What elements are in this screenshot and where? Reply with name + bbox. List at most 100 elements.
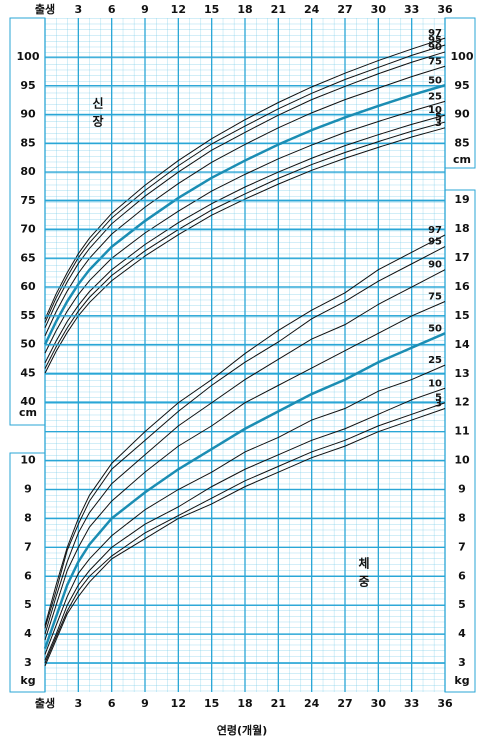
y-unit: kg: [20, 674, 35, 687]
series-label: 97: [428, 225, 442, 236]
y2-tick-label: 18: [454, 222, 469, 235]
y-tick-label: 65: [20, 251, 35, 264]
series-label: 75: [428, 291, 442, 302]
percentile-line: [44, 44, 446, 323]
x-tick-label: 21: [271, 3, 286, 16]
x-tick-label: 15: [204, 3, 219, 16]
series-label: 25: [428, 355, 442, 366]
y-tick-label: 50: [20, 338, 36, 351]
percentile-line: [44, 402, 446, 664]
percentile-line: [44, 100, 446, 354]
y2-tick-label: 12: [454, 396, 469, 409]
percentile-line: [44, 234, 446, 626]
y2-tick-label: 3: [458, 656, 466, 669]
series-label: 95: [428, 237, 442, 248]
x-tick-label: 15: [204, 697, 219, 710]
y2-tick-label: 9: [458, 483, 466, 496]
y-tick-label: 4: [24, 627, 32, 640]
series-label: 95: [428, 35, 442, 46]
y-tick-label: 40: [20, 395, 36, 408]
y2-tick-label: 10: [454, 454, 470, 467]
y-tick-label: 3: [24, 656, 32, 669]
x-tick-label: 33: [404, 697, 419, 710]
percentile-line: [44, 387, 446, 661]
percentile-line: [44, 37, 446, 320]
series-label: 75: [428, 56, 442, 67]
x-tick-label: 21: [271, 697, 286, 710]
y-tick-label: 75: [20, 194, 35, 207]
y-tick-label: 55: [20, 309, 35, 322]
x-tick-label: 18: [237, 697, 252, 710]
y-unit: cm: [19, 406, 37, 419]
series-label: 25: [428, 91, 442, 102]
chart-title: 신장: [91, 96, 105, 133]
y-tick-label: 60: [20, 280, 36, 293]
y2-tick-label: 19: [454, 193, 469, 206]
percentile-line: [44, 301, 446, 641]
y2-tick-label: 6: [458, 569, 466, 582]
y2-tick-label: 11: [454, 425, 469, 438]
y-tick-label: 90: [20, 108, 36, 121]
percentile-line: [44, 65, 446, 337]
y2-tick-label: 95: [454, 79, 469, 92]
y-tick-label: 10: [20, 454, 36, 467]
y-tick-label: 9: [24, 483, 32, 496]
height-left-panel: [9, 17, 46, 426]
y2-unit: cm: [453, 153, 471, 166]
y-tick-label: 45: [20, 366, 35, 379]
x-tick-label: 27: [337, 697, 352, 710]
series-label: 97: [428, 28, 442, 39]
x-tick-label: 출생: [35, 696, 55, 710]
y2-tick-label: 7: [458, 540, 466, 553]
x-tick-label: 6: [108, 697, 116, 710]
y2-tick-label: 100: [451, 50, 474, 63]
y2-tick-label: 17: [454, 251, 469, 264]
series-label: 5: [435, 393, 442, 404]
x-tick-label: 출생: [35, 2, 55, 16]
percentile-line: [44, 51, 446, 329]
x-tick-label: 12: [171, 3, 186, 16]
x-tick-label: 36: [437, 3, 453, 16]
x-tick-label: 30: [371, 3, 387, 16]
percentile-line: [44, 127, 446, 374]
x-axis-label: 연령(개월): [217, 723, 268, 737]
series-label: 90: [428, 42, 442, 53]
percentile-line: [44, 121, 446, 369]
y2-tick-label: 85: [454, 136, 469, 149]
series-label: 50: [428, 323, 442, 334]
percentile-line: [44, 114, 446, 364]
percentile-line: [44, 269, 446, 635]
percentile-line: [44, 408, 446, 667]
series-label: 3: [435, 399, 442, 410]
x-tick-label: 3: [75, 697, 83, 710]
y-tick-label: 80: [20, 165, 36, 178]
percentile-line: [44, 364, 446, 655]
x-tick-label: 9: [141, 3, 149, 16]
x-tick-label: 27: [337, 3, 352, 16]
y-tick-label: 100: [17, 50, 40, 63]
weight-right-panel: [444, 189, 476, 693]
series-label: 5: [435, 112, 442, 123]
series-label: 10: [428, 105, 442, 116]
y-tick-label: 95: [20, 79, 35, 92]
percentile-line: [43, 84, 446, 346]
y2-tick-label: 5: [458, 598, 466, 611]
series-label: 50: [428, 75, 442, 86]
height-right-panel: [444, 17, 476, 169]
x-tick-label: 12: [171, 697, 186, 710]
percentile-line: [43, 332, 446, 650]
x-tick-label: 36: [437, 697, 453, 710]
chart-title: 체중: [357, 556, 371, 593]
x-tick-label: 9: [141, 697, 149, 710]
y-tick-label: 7: [24, 540, 32, 553]
y-tick-label: 85: [20, 136, 35, 149]
x-tick-label: 24: [304, 697, 320, 710]
x-tick-label: 33: [404, 3, 419, 16]
y-tick-label: 70: [20, 223, 36, 236]
series-label: 3: [435, 118, 442, 129]
y2-tick-label: 14: [454, 338, 470, 351]
y2-tick-label: 13: [454, 367, 469, 380]
y2-unit: kg: [454, 674, 469, 687]
x-tick-label: 18: [237, 3, 252, 16]
